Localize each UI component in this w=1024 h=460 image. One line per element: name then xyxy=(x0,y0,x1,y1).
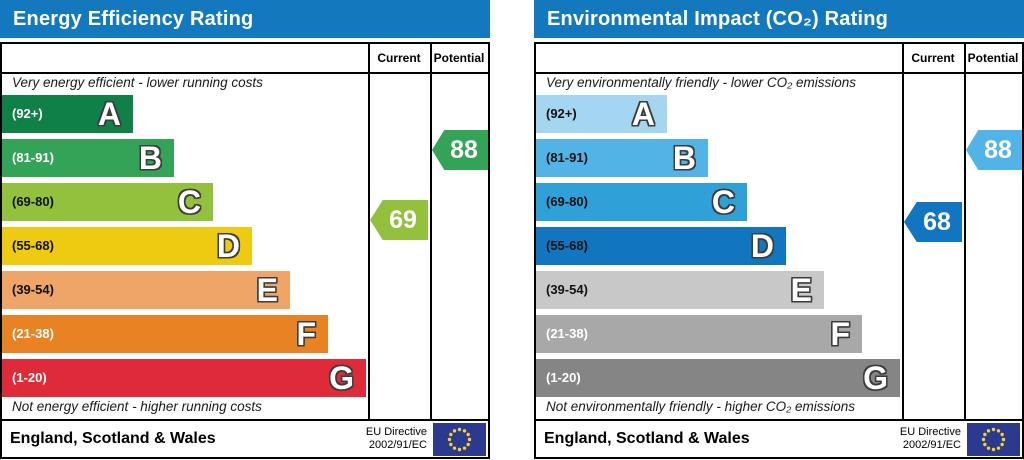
band-letter: E xyxy=(256,272,278,308)
band-range-label: (55-68) xyxy=(12,238,54,253)
energy-efficiency-chart: Energy Efficiency Rating Current Potenti… xyxy=(0,0,490,460)
band-range-label: (69-80) xyxy=(12,194,54,209)
bottom-note: Not energy efficient - higher running co… xyxy=(12,399,262,414)
rating-band-c: (69-80) C xyxy=(2,183,213,221)
bottom-note: Not environmentally friendly - higher CO… xyxy=(546,399,856,414)
chart-footer: England, Scotland & Wales EU Directive 2… xyxy=(536,419,1022,457)
band-range-label: (39-54) xyxy=(12,282,54,297)
band-range-label: (92+) xyxy=(12,106,43,121)
eu-directive-label: EU Directive 2002/91/EC xyxy=(899,425,961,451)
header-divider xyxy=(2,72,488,74)
energy-chart-title: Energy Efficiency Rating xyxy=(13,7,254,30)
environmental-impact-chart: Environmental Impact (CO₂) Rating Curren… xyxy=(534,0,1024,460)
potential-rating-value: 88 xyxy=(984,135,1012,164)
rating-band-c: (69-80) C xyxy=(536,183,747,221)
top-note: Very energy efficient - lower running co… xyxy=(12,75,263,90)
current-rating-pointer: 68 xyxy=(904,202,962,242)
band-letter: E xyxy=(790,272,812,308)
band-range-label: (21-38) xyxy=(546,326,588,341)
band-letter: C xyxy=(711,184,735,220)
rating-band-f: (21-38) F xyxy=(2,315,328,353)
rating-band-b: (81-91) B xyxy=(2,139,174,177)
rating-band-a: (92+) A xyxy=(536,95,667,133)
current-column-divider xyxy=(902,44,904,419)
rating-band-d: (55-68) D xyxy=(2,227,252,265)
band-letter: D xyxy=(750,228,774,264)
band-range-label: (1-20) xyxy=(546,370,581,385)
band-letter: A xyxy=(631,96,655,132)
rating-band-g: (1-20) G xyxy=(2,359,366,397)
band-range-label: (81-91) xyxy=(12,150,54,165)
potential-column-header: Potential xyxy=(433,51,485,65)
potential-rating-pointer: 88 xyxy=(432,130,488,170)
rating-band-a: (92+) A xyxy=(2,95,133,133)
band-range-label: (81-91) xyxy=(546,150,588,165)
band-range-label: (55-68) xyxy=(546,238,588,253)
potential-column-header: Potential xyxy=(967,51,1019,65)
potential-rating-pointer: 88 xyxy=(966,130,1022,170)
eu-flag-icon xyxy=(967,422,1020,456)
band-range-label: (69-80) xyxy=(546,194,588,209)
rating-band-b: (81-91) B xyxy=(536,139,708,177)
band-range-label: (1-20) xyxy=(12,370,47,385)
band-letter: C xyxy=(177,184,201,220)
environmental-chart-title: Environmental Impact (CO₂) Rating xyxy=(547,7,889,30)
band-letter: F xyxy=(296,316,316,352)
current-rating-value: 69 xyxy=(389,205,417,234)
energy-rating-table: Current Potential Very energy efficient … xyxy=(0,42,490,459)
band-range-label: (39-54) xyxy=(546,282,588,297)
current-column-header: Current xyxy=(911,51,955,65)
energy-title-bar: Energy Efficiency Rating xyxy=(0,0,490,38)
header-divider xyxy=(536,72,1022,74)
eu-flag-icon xyxy=(433,422,486,456)
band-letter: F xyxy=(830,316,850,352)
band-letter: B xyxy=(138,140,162,176)
current-rating-pointer: 69 xyxy=(370,200,428,240)
potential-column-divider xyxy=(430,44,432,419)
band-letter: G xyxy=(863,360,888,396)
rating-band-f: (21-38) F xyxy=(536,315,862,353)
eu-directive-label: EU Directive 2002/91/EC xyxy=(365,425,427,451)
current-column-header: Current xyxy=(377,51,421,65)
region-label: England, Scotland & Wales xyxy=(544,430,750,447)
band-range-label: (92+) xyxy=(546,106,577,121)
environmental-rating-table: Current Potential Very environmentally f… xyxy=(534,42,1024,459)
rating-band-e: (39-54) E xyxy=(536,271,824,309)
top-note: Very environmentally friendly - lower CO… xyxy=(546,75,856,90)
current-rating-value: 68 xyxy=(923,207,951,236)
band-range-label: (21-38) xyxy=(12,326,54,341)
current-column-divider xyxy=(368,44,370,419)
chart-footer: England, Scotland & Wales EU Directive 2… xyxy=(2,419,488,457)
rating-band-e: (39-54) E xyxy=(2,271,290,309)
rating-band-g: (1-20) G xyxy=(536,359,900,397)
region-label: England, Scotland & Wales xyxy=(10,430,216,447)
band-letter: D xyxy=(216,228,240,264)
potential-rating-value: 88 xyxy=(450,135,478,164)
environmental-title-bar: Environmental Impact (CO₂) Rating xyxy=(534,0,1024,38)
band-letter: B xyxy=(672,140,696,176)
rating-band-d: (55-68) D xyxy=(536,227,786,265)
potential-column-divider xyxy=(964,44,966,419)
band-letter: A xyxy=(97,96,121,132)
band-letter: G xyxy=(329,360,354,396)
